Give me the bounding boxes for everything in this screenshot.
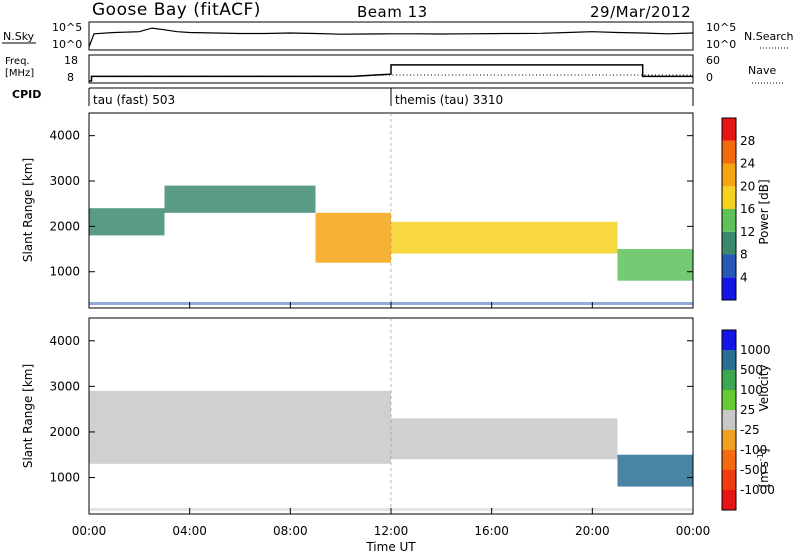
beam-title: Beam 13 (357, 3, 428, 21)
cpid-mode-2: themis (tau) 3310 (395, 93, 503, 107)
velocity-band (391, 418, 618, 460)
power-band (89, 208, 165, 236)
velocity-band (617, 454, 693, 487)
noise-tick-right-top: 10^5 (706, 21, 736, 34)
freq-line (89, 64, 693, 82)
noise-tick-left-top: 10^5 (52, 21, 82, 34)
power-band (391, 221, 618, 254)
freq-left-label-1: Freq. (5, 56, 30, 67)
freq-panel: Freq. [MHz] 18 8 60 0 Nave (5, 54, 784, 84)
noise-tick-left-bottom: 10^0 (52, 38, 82, 51)
power-colorbar-swatch (722, 277, 736, 300)
velocity-ytick-label: 1000 (49, 471, 80, 485)
power-colorbar-swatch (722, 254, 736, 278)
power-panel: 1000 2000 3000 4000 Slant Range [km] (21, 112, 694, 309)
velocity-colorbar-unit: [m s-1] (756, 448, 771, 487)
power-band (617, 249, 693, 281)
freq-tick-right-top: 60 (706, 54, 720, 67)
power-colorbar-swatch (722, 231, 736, 255)
power-colorbar-tick: 28 (740, 134, 755, 148)
power-colorbar-swatch (722, 209, 736, 232)
power-ytick-label: 1000 (49, 265, 80, 279)
power-colorbar-swatch (722, 140, 736, 164)
power-colorbar-tick: 4 (740, 270, 748, 284)
power-ytick-label: 3000 (49, 174, 80, 188)
velocity-colorbar-tick: -1000 (740, 483, 775, 497)
velocity-colorbar-swatch (722, 350, 736, 370)
time-tick-label: 16:00 (474, 524, 509, 538)
power-band (315, 212, 391, 263)
velocity-colorbar-swatch (722, 410, 736, 430)
cpid-mode-1: tau (fast) 503 (93, 93, 175, 107)
freq-tick-left-top: 18 (64, 54, 78, 67)
velocity-colorbar-tick: -25 (740, 423, 760, 437)
power-colorbar-tick: 8 (740, 248, 748, 262)
freq-left-label-2: [MHz] (5, 68, 34, 79)
velocity-colorbar-swatch (722, 370, 736, 390)
velocity-ylabel: Slant Range [km] (21, 364, 35, 468)
noise-right-label: N.Search (744, 30, 794, 43)
velocity-colorbar-tick: -500 (740, 463, 767, 477)
time-tick-label: 20:00 (575, 524, 610, 538)
noise-panel: N.Sky 10^5 10^0 10^5 10^0 N.Search (2, 21, 794, 51)
power-yticks: 1000 2000 3000 4000 (49, 129, 693, 279)
velocity-colorbar-tick: 500 (740, 363, 763, 377)
cpid-label: CPID (12, 88, 41, 101)
velocity-band (89, 390, 391, 464)
power-ylabel: Slant Range [km] (21, 158, 35, 262)
power-band (164, 185, 316, 213)
velocity-colorbar-tick: -100 (740, 443, 767, 457)
noise-tick-right-bottom: 10^0 (706, 38, 736, 51)
velocity-colorbar-swatch (722, 330, 736, 350)
time-tick-label: 00:00 (72, 524, 107, 538)
power-colorbar-tick: 20 (740, 179, 755, 193)
freq-right-label: Nave (748, 64, 776, 77)
freq-tick-left-bottom: 8 (67, 71, 74, 84)
velocity-data (89, 390, 693, 511)
date-title: 29/Mar/2012 (590, 3, 692, 21)
velocity-colorbar-tick: 1000 (740, 343, 771, 357)
power-colorbar-swatch (722, 186, 736, 209)
power-data (89, 185, 693, 305)
velocity-panel: 1000 2000 3000 4000 Slant Range [km] (21, 317, 694, 515)
velocity-colorbar-swatch (722, 390, 736, 410)
power-colorbar: 4 8 12 16 20 24 28 (721, 117, 755, 301)
nave-line (91, 74, 693, 77)
noise-left-label: N.Sky (3, 30, 35, 43)
power-ytick-label: 4000 (49, 129, 80, 143)
time-tick-label: 08:00 (273, 524, 308, 538)
power-colorbar-label: Power [dB] (757, 179, 771, 244)
velocity-colorbar-swatch (722, 450, 736, 470)
velocity-colorbar-swatch (722, 470, 736, 490)
velocity-colorbar-label: Velocity (757, 364, 771, 411)
noise-sky-line (88, 27, 694, 48)
velocity-ytick-label: 2000 (49, 425, 80, 439)
power-colorbar-tick: 12 (740, 225, 755, 239)
freq-tick-right-bottom: 0 (706, 71, 713, 84)
velocity-colorbar-tick: 100 (740, 383, 763, 397)
velocity-colorbar-swatch (722, 490, 736, 510)
velocity-ytick-label: 3000 (49, 379, 80, 393)
velocity-colorbar-tick: 25 (740, 403, 755, 417)
velocity-ytick-label: 4000 (49, 334, 80, 348)
power-colorbar-swatch (722, 163, 736, 187)
velocity-colorbar: 1000 500 100 25 -25 -100 -500 -1000 (721, 329, 775, 511)
power-ytick-label: 2000 (49, 219, 80, 233)
time-axis: 00:00 04:00 08:00 12:00 16:00 20:00 00:00 (72, 302, 711, 538)
station-title: Goose Bay (fitACF) (92, 0, 261, 20)
velocity-yticks: 1000 2000 3000 4000 (49, 334, 693, 485)
power-colorbar-tick: 16 (740, 202, 755, 216)
time-tick-label: 12:00 (374, 524, 409, 538)
power-colorbar-tick: 24 (740, 157, 755, 171)
cpid-panel: CPID tau (fast) 503 themis (tau) 3310 (12, 87, 694, 107)
velocity-colorbar-swatch (722, 430, 736, 450)
time-tick-label: 04:00 (172, 524, 207, 538)
power-colorbar-swatch (722, 118, 736, 141)
time-tick-label: 00:00 (676, 524, 711, 538)
time-axis-label: Time UT (365, 540, 416, 554)
